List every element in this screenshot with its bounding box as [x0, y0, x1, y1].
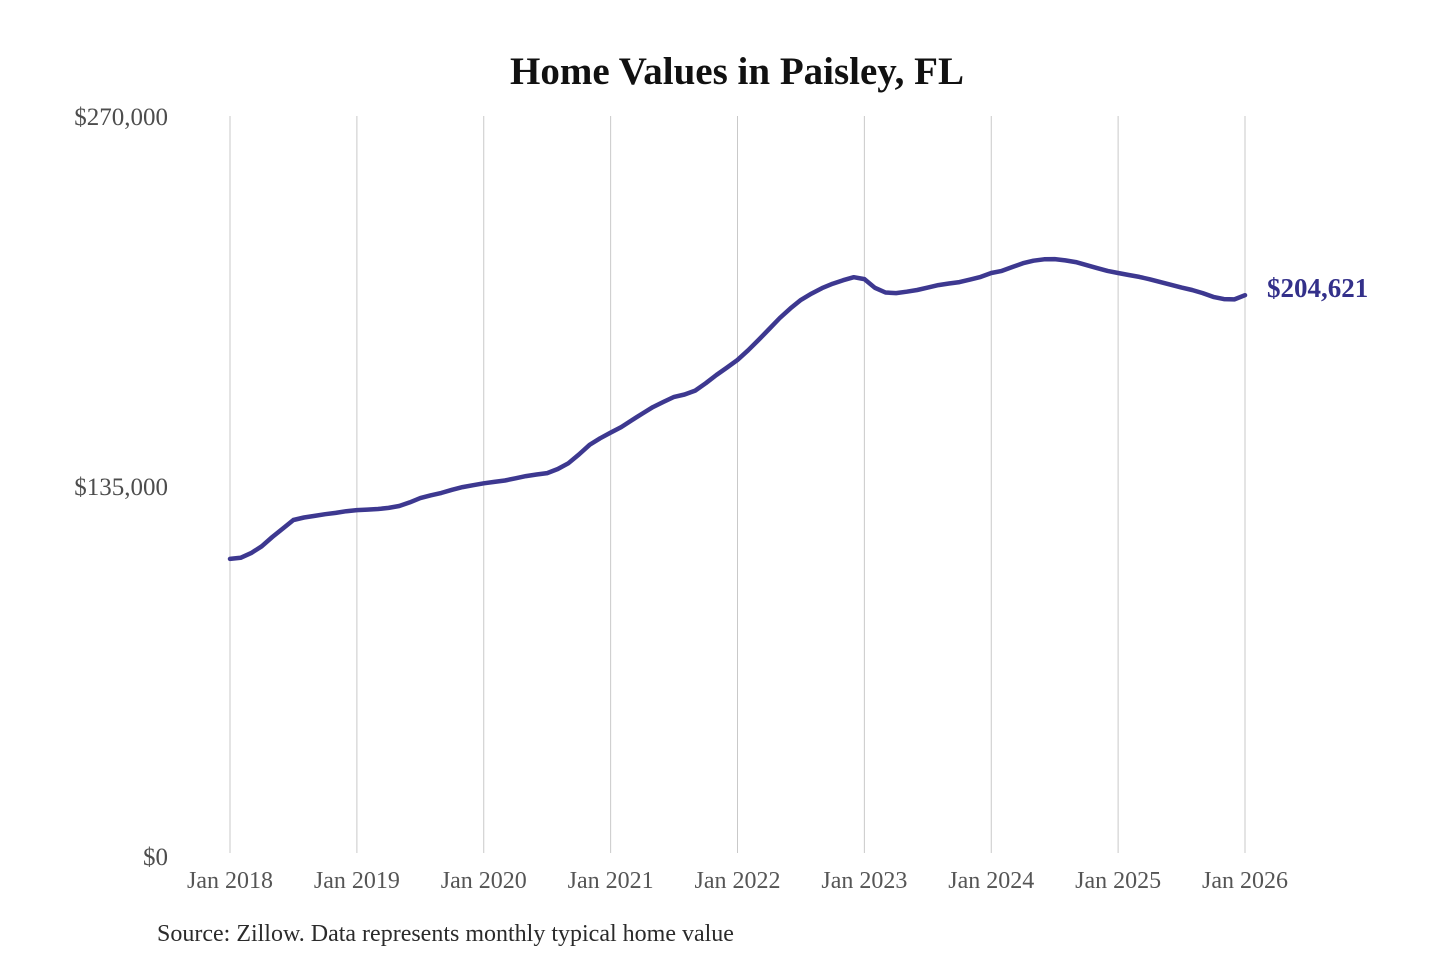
x-tick-label: Jan 2023	[821, 868, 907, 894]
end-value-label: $204,621	[1267, 273, 1368, 303]
x-axis-labels: Jan 2018 Jan 2019 Jan 2020 Jan 2021 Jan 2022…	[187, 868, 1288, 894]
x-tick-label: Jan 2026	[1202, 868, 1288, 894]
x-tick-label: Jan 2022	[695, 868, 781, 894]
x-tick-label: Jan 2021	[568, 868, 654, 894]
x-tick-label: Jan 2019	[314, 868, 400, 894]
x-tick-label: Jan 2018	[187, 868, 273, 894]
y-tick-label: $135,000	[74, 474, 168, 501]
y-tick-label: $0	[143, 844, 168, 871]
x-tick-label: Jan 2025	[1075, 868, 1161, 894]
vertical-gridlines	[229, 116, 1246, 853]
x-tick-label: Jan 2020	[441, 868, 527, 894]
y-axis-labels: $0 $135,000 $270,000	[74, 104, 168, 871]
x-tick-label: Jan 2024	[948, 868, 1034, 894]
y-tick-label: $270,000	[74, 104, 168, 131]
source-note: Source: Zillow. Data represents monthly …	[157, 921, 734, 947]
home-value-line	[227, 256, 1248, 562]
chart-title: Home Values in Paisley, FL	[510, 50, 964, 93]
